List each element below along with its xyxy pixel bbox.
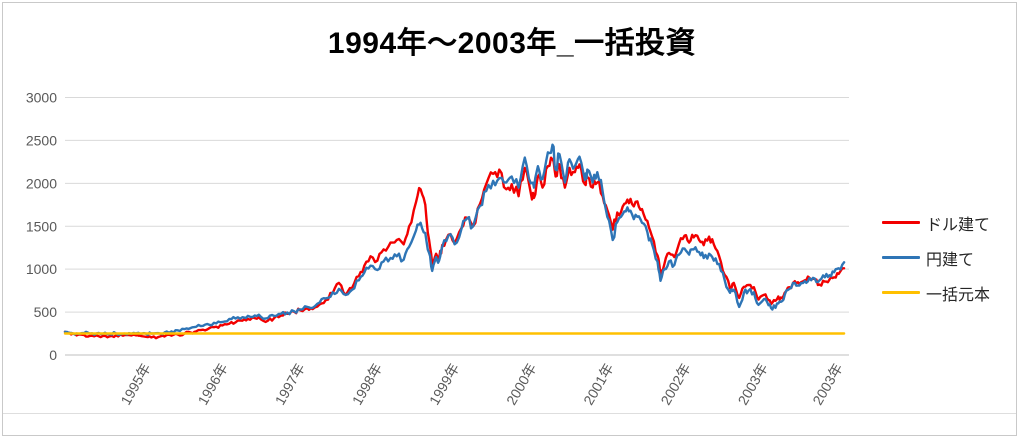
x-tick-label: 1999年 [426,361,462,408]
legend-item-yen: 円建て [882,240,990,275]
y-tick-label: 0 [49,347,57,363]
legend-item-dollar: ドル建て [882,205,990,240]
y-tick-label: 500 [34,304,58,320]
x-tick-group: 2002年 [657,361,693,408]
y-tick-label: 2000 [26,175,57,191]
legend: ドル建て 円建て 一括元本 [882,205,990,310]
series-line-yen [63,143,846,337]
x-tick-group: 1999年 [426,361,462,408]
y-tick-label: 2500 [26,132,57,148]
x-tick-group: 2003年 [809,361,845,408]
series-line-dollar [63,156,846,340]
x-tick-label: 1996年 [194,361,230,408]
x-tick-label: 2002年 [657,361,693,408]
x-tick-label: 2001年 [580,361,616,408]
legend-label-dollar: ドル建て [926,216,991,234]
x-tick-label: 1998年 [349,361,385,408]
legend-line-swatch-yen [882,256,920,259]
x-tick-group: 2000年 [503,361,539,408]
legend-line-swatch-principal [882,291,920,294]
x-tick-group: 1998年 [349,361,385,408]
x-tick-label: 2000年 [503,361,539,408]
x-tick-label: 2003年 [734,361,770,408]
x-tick-label: 1997年 [272,361,308,408]
chart-title: 1994年～2003年_一括投資 [327,27,697,60]
y-tick-label: 3000 [26,90,57,106]
y-tick-label: 1000 [26,261,57,277]
x-tick-label: 1995年 [117,361,153,408]
chart-bottom-edge-line [3,413,1016,414]
legend-line-swatch-dollar [882,221,920,224]
legend-label-principal: 一括元本 [926,286,991,304]
x-tick-label: 2003年 [809,361,845,408]
legend-label-yen: 円建て [926,251,975,269]
y-tick-label: 1500 [26,218,57,234]
x-tick-group: 2003年 [734,361,770,408]
legend-item-principal: 一括元本 [882,275,990,310]
x-tick-group: 1996年 [194,361,230,408]
x-tick-group: 2001年 [580,361,616,408]
x-tick-group: 1997年 [272,361,308,408]
x-tick-group: 1995年 [117,361,153,408]
